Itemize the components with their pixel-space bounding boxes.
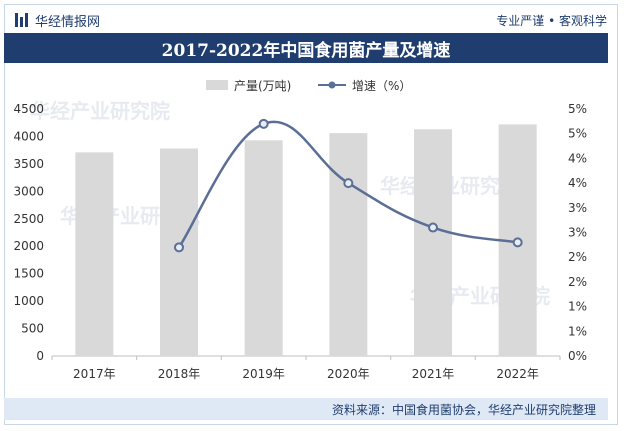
- y-left-tick-label: 2000: [13, 239, 44, 253]
- tagline: 专业严谨 • 客观科学: [496, 13, 607, 28]
- y-right-tick-label: 2%: [568, 275, 587, 289]
- y-right-tick-label: 4%: [568, 151, 587, 165]
- y-left-tick-label: 2500: [13, 212, 44, 226]
- y-left-tick-label: 4500: [13, 102, 44, 116]
- source-footer: 资料来源：中国食用菌协会，华经产业研究院整理: [4, 398, 608, 420]
- x-tick-label: 2017年: [73, 367, 116, 381]
- growth-point: [258, 118, 269, 129]
- brand: 华经情报网: [15, 11, 100, 30]
- legend-bar-swatch: [206, 80, 228, 90]
- chart-title: 2017-2022年中国食用菌产量及增速: [4, 33, 608, 63]
- header-bar: 华经情报网 专业严谨 • 客观科学: [5, 5, 617, 35]
- bar: [75, 152, 114, 356]
- growth-point: [343, 178, 354, 189]
- growth-point: [428, 222, 438, 233]
- x-tick-label: 2022年: [496, 367, 539, 381]
- y-right-tick-label: 1%: [568, 324, 587, 338]
- legend: 产量(万吨) 增速（%）: [206, 79, 411, 93]
- growth-point: [512, 237, 523, 248]
- legend-bar-label: 产量(万吨): [234, 79, 291, 93]
- y-right-tick-label: 1%: [568, 300, 587, 314]
- y-right-tick-label: 3%: [568, 226, 587, 240]
- y-right-tick-label: 5%: [568, 127, 587, 141]
- y-left-tick-label: 0: [36, 349, 44, 363]
- y-left-tick-label: 4000: [13, 129, 44, 143]
- y-left-tick-label: 500: [21, 322, 44, 336]
- legend-line-marker: [328, 81, 336, 89]
- growth-line: [177, 120, 518, 249]
- growth-point: [174, 242, 184, 253]
- bar: [244, 140, 283, 356]
- y-right-tick-label: 0%: [568, 349, 587, 363]
- y-right-tick-label: 2%: [568, 250, 587, 264]
- y-right-tick-label: 4%: [568, 176, 587, 190]
- legend-line-label: 增速（%）: [352, 79, 411, 93]
- x-tick-label: 2018年: [158, 367, 201, 381]
- brand-name: 华经情报网: [35, 14, 101, 30]
- y-right-tick-label: 3%: [568, 201, 587, 215]
- bar: [329, 133, 368, 356]
- bar: [414, 129, 452, 356]
- y-left-tick-label: 1500: [13, 267, 44, 281]
- y-left-tick-label: 3000: [13, 184, 44, 198]
- x-tick-label: 2021年: [412, 367, 455, 381]
- source-text: 资料来源：中国食用菌协会，华经产业研究院整理: [331, 402, 596, 417]
- y-left-tick-label: 3500: [13, 157, 44, 171]
- bar-chart-icon: [15, 13, 29, 27]
- x-tick-label: 2019年: [242, 367, 285, 381]
- x-tick-label: 2020年: [327, 367, 370, 381]
- y-left-tick-label: 1000: [13, 294, 44, 308]
- y-right-tick-label: 5%: [568, 102, 587, 116]
